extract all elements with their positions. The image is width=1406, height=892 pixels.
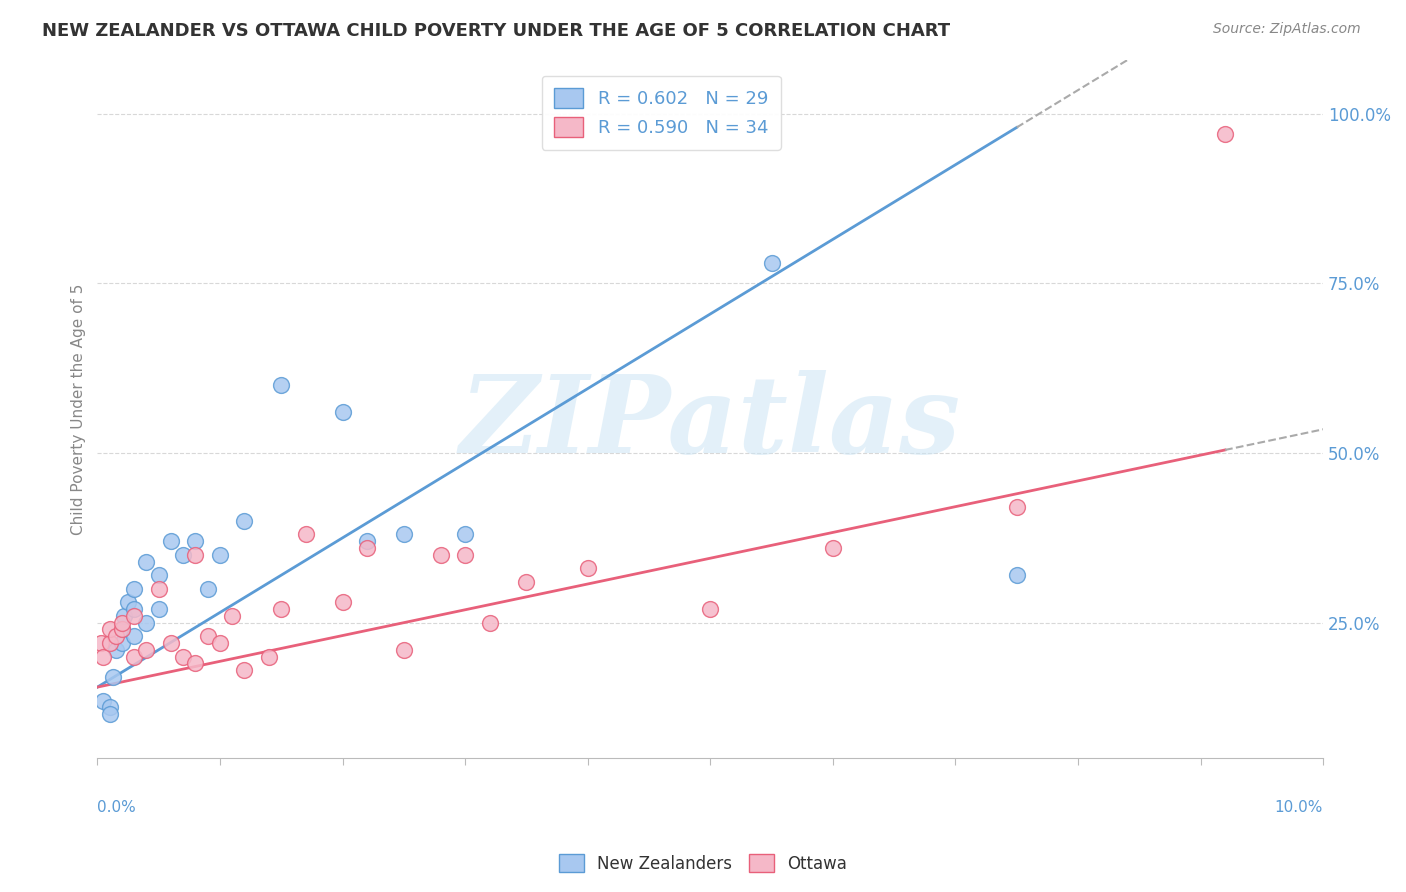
Point xyxy=(478,615,501,630)
Point xyxy=(111,623,134,637)
Point xyxy=(576,561,599,575)
Point xyxy=(98,623,121,637)
Point xyxy=(122,582,145,596)
Point xyxy=(148,602,170,616)
Point xyxy=(821,541,844,555)
Point xyxy=(270,602,292,616)
Y-axis label: Child Poverty Under the Age of 5: Child Poverty Under the Age of 5 xyxy=(72,284,86,534)
Legend: R = 0.602   N = 29, R = 0.590   N = 34: R = 0.602 N = 29, R = 0.590 N = 34 xyxy=(541,76,780,150)
Point xyxy=(148,582,170,596)
Point xyxy=(104,642,127,657)
Point xyxy=(184,657,207,671)
Point xyxy=(103,670,125,684)
Point xyxy=(122,629,145,643)
Point xyxy=(172,548,194,562)
Point xyxy=(122,649,145,664)
Point xyxy=(1005,500,1028,515)
Point xyxy=(111,636,134,650)
Point xyxy=(93,649,115,664)
Point xyxy=(111,623,134,637)
Point xyxy=(111,615,134,630)
Point xyxy=(454,527,477,541)
Point xyxy=(93,694,115,708)
Legend: New Zealanders, Ottawa: New Zealanders, Ottawa xyxy=(553,847,853,880)
Point xyxy=(197,582,219,596)
Point xyxy=(515,574,537,589)
Point xyxy=(208,548,231,562)
Point xyxy=(356,534,378,549)
Point xyxy=(122,608,145,623)
Text: Source: ZipAtlas.com: Source: ZipAtlas.com xyxy=(1213,22,1361,37)
Point xyxy=(184,548,207,562)
Point xyxy=(392,642,415,657)
Point xyxy=(122,602,145,616)
Point xyxy=(90,636,112,650)
Point xyxy=(135,555,157,569)
Text: ZIPatlas: ZIPatlas xyxy=(460,370,960,476)
Point xyxy=(699,602,721,616)
Point xyxy=(257,649,280,664)
Point xyxy=(392,527,415,541)
Point xyxy=(429,548,451,562)
Point xyxy=(208,636,231,650)
Point xyxy=(98,707,121,722)
Point xyxy=(112,608,135,623)
Point xyxy=(454,548,477,562)
Text: NEW ZEALANDER VS OTTAWA CHILD POVERTY UNDER THE AGE OF 5 CORRELATION CHART: NEW ZEALANDER VS OTTAWA CHILD POVERTY UN… xyxy=(42,22,950,40)
Point xyxy=(197,629,219,643)
Point xyxy=(233,663,256,677)
Point xyxy=(332,595,354,609)
Point xyxy=(117,595,139,609)
Point xyxy=(1005,568,1028,582)
Point xyxy=(294,527,316,541)
Point xyxy=(98,700,121,714)
Point xyxy=(135,642,157,657)
Point xyxy=(148,568,170,582)
Point xyxy=(356,541,378,555)
Point xyxy=(1213,127,1236,141)
Text: 0.0%: 0.0% xyxy=(97,800,136,815)
Point xyxy=(172,649,194,664)
Text: 10.0%: 10.0% xyxy=(1275,800,1323,815)
Point xyxy=(104,629,127,643)
Point xyxy=(270,378,292,392)
Point xyxy=(135,615,157,630)
Point xyxy=(160,636,183,650)
Point xyxy=(98,636,121,650)
Point xyxy=(761,256,783,270)
Point xyxy=(221,608,243,623)
Point xyxy=(332,405,354,419)
Point xyxy=(184,534,207,549)
Point xyxy=(233,514,256,528)
Point xyxy=(160,534,183,549)
